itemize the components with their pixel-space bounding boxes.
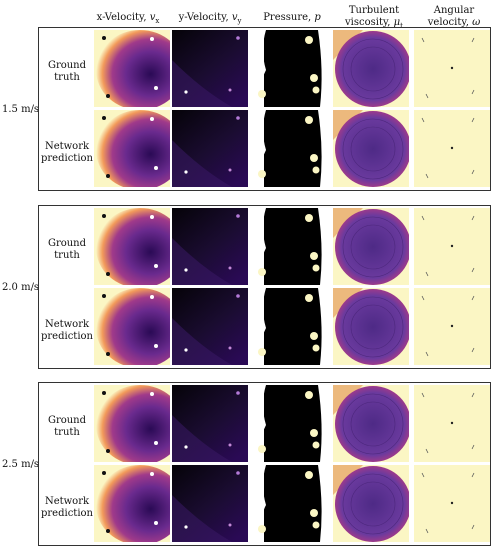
y-velocity-field	[172, 208, 248, 285]
turbulent-viscosity-field	[333, 208, 409, 285]
pressure-field	[254, 385, 330, 462]
turbulent-viscosity-field	[333, 110, 409, 187]
angular-velocity-field	[414, 385, 490, 462]
row-label-network-prediction: Network prediction	[41, 141, 93, 164]
y-velocity-field	[172, 288, 248, 365]
y-velocity-field	[172, 385, 248, 462]
row-label-ground-truth: Ground truth	[47, 60, 87, 83]
x-velocity-field	[94, 30, 170, 107]
header-x-velocity: x-Velocity, vx	[96, 12, 160, 25]
y-velocity-field	[172, 465, 248, 542]
angular-velocity-field	[414, 208, 490, 285]
header-angular-velocity: Angular velocity, ω	[427, 5, 481, 28]
row-label-network-prediction: Network prediction	[41, 496, 93, 519]
angular-velocity-field	[414, 110, 490, 187]
angular-velocity-field	[414, 288, 490, 365]
header-y-velocity: y-Velocity, vy	[178, 12, 242, 25]
angular-velocity-field	[414, 465, 490, 542]
x-velocity-field	[94, 465, 170, 542]
pressure-field	[254, 110, 330, 187]
y-velocity-field	[172, 110, 248, 187]
row-label-ground-truth: Ground truth	[47, 415, 87, 438]
header-turbulent-viscosity: Turbulent viscosity, μt	[345, 5, 403, 30]
angular-velocity-field	[414, 30, 490, 107]
row-label-network-prediction: Network prediction	[41, 319, 93, 342]
x-velocity-field	[94, 208, 170, 285]
turbulent-viscosity-field	[333, 465, 409, 542]
speed-label-2-0: 2.0 m/s	[2, 282, 40, 293]
pressure-field	[254, 30, 330, 107]
x-velocity-field	[94, 385, 170, 462]
turbulent-viscosity-field	[333, 288, 409, 365]
pressure-field	[254, 288, 330, 365]
x-velocity-field	[94, 288, 170, 365]
header-pressure: Pressure, p	[263, 12, 321, 23]
turbulent-viscosity-field	[333, 30, 409, 107]
speed-label-2-5: 2.5 m/s	[2, 459, 40, 470]
x-velocity-field	[94, 110, 170, 187]
speed-label-1-5: 1.5 m/s	[2, 104, 40, 115]
y-velocity-field	[172, 30, 248, 107]
pressure-field	[254, 465, 330, 542]
pressure-field	[254, 208, 330, 285]
turbulent-viscosity-field	[333, 385, 409, 462]
row-label-ground-truth: Ground truth	[47, 238, 87, 261]
